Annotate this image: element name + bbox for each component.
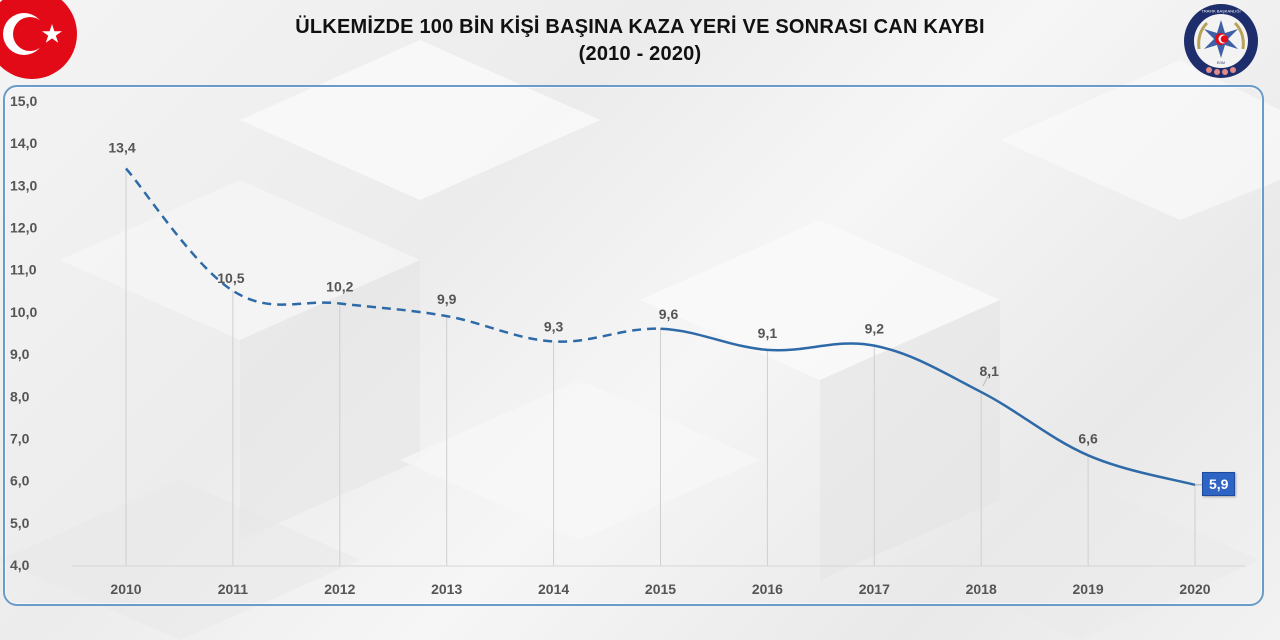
x-tick-label: 2015 [645,581,676,597]
y-tick-label: 12,0 [10,220,37,236]
data-labels: 13,4 10,5 10,2 9,9 9,3 9,6 9,1 9,2 8,1 6,6 [108,139,1203,486]
data-label: 10,5 [217,270,244,286]
leader-line [982,375,989,387]
highlighted-data-label: 5,9 [1202,471,1236,496]
y-tick-label: 11,0 [10,262,37,278]
y-tick-label: 5,0 [10,515,30,531]
data-label: 13,4 [108,139,135,155]
data-label: 9,9 [437,291,457,307]
y-tick-label: 4,0 [10,557,30,573]
chart-title: ÜLKEMİZDE 100 BİN KİŞİ BAŞINA KAZA YERİ … [0,14,1280,68]
chart-title-line2: (2010 - 2020) [578,43,702,65]
svg-text:EGM: EGM [1217,61,1225,65]
y-tick-label: 9,0 [10,346,30,362]
data-label: 10,2 [326,278,353,294]
data-label: 9,2 [865,321,885,337]
x-tick-label: 2017 [859,581,890,597]
x-tick-label: 2016 [752,581,783,597]
chart-title-line1: ÜLKEMİZDE 100 BİN KİŞİ BAŞINA KAZA YERİ … [295,16,985,38]
x-tick-label: 2011 [218,581,249,597]
x-tick-label: 2020 [1179,581,1210,597]
data-label: 9,3 [544,318,564,334]
y-tick-label: 8,0 [10,388,30,404]
y-tick-label: 6,0 [10,473,30,489]
y-tick-label: 14,0 [10,135,37,151]
x-tick-label: 2019 [1073,581,1104,597]
chart-frame [3,85,1264,606]
data-label: 6,6 [1078,430,1098,446]
y-tick-label: 13,0 [10,177,37,193]
x-axis: 2010 2011 2012 2013 2014 2015 2016 2017 2018 2019… [110,581,1210,597]
series-line-solid [660,327,1196,487]
y-axis: 15,0 14,0 13,0 12,0 11,0 10,0 9,0 8,0 7,0 6,0 5,0 4… [10,93,37,573]
y-tick-label: 7,0 [10,430,30,446]
turkish-flag-icon [0,0,77,79]
data-label: 9,6 [659,306,679,322]
x-tick-label: 2014 [538,581,569,597]
data-label: 8,1 [979,363,999,379]
x-tick-label: 2018 [966,581,997,597]
police-traffic-emblem-icon: TRAFİK BAŞKANLIĞI EGM [1184,4,1258,78]
x-tick-label: 2013 [431,581,462,597]
svg-text:TRAFİK BAŞKANLIĞI: TRAFİK BAŞKANLIĞI [1201,9,1240,14]
x-tick-label: 2010 [110,581,141,597]
x-tick-label: 2012 [324,581,355,597]
data-label: 9,1 [758,325,778,341]
drop-lines [125,168,1196,566]
y-tick-label: 10,0 [10,304,37,320]
series-line-dashed [125,167,661,343]
y-tick-label: 15,0 [10,93,37,109]
